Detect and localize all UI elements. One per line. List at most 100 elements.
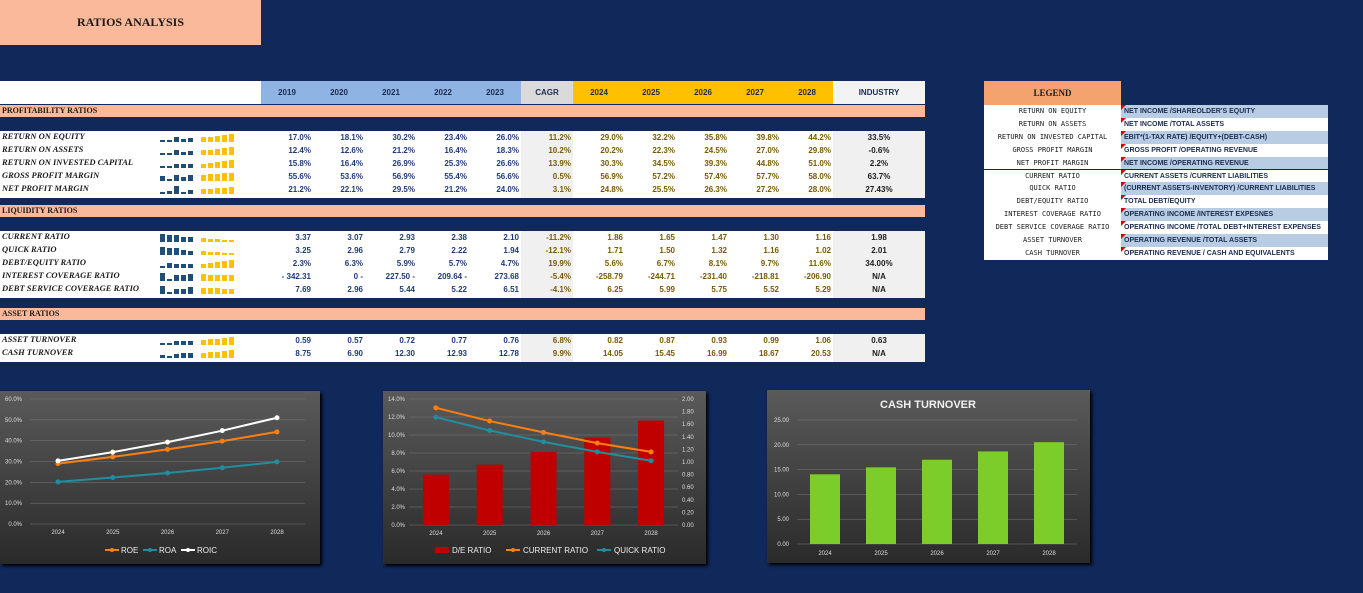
sparkline-bar xyxy=(229,147,234,155)
cell-hist-2019: - 342.31 xyxy=(281,272,311,281)
sparkline-bar xyxy=(201,189,206,194)
cell-proj-2026: 35.8% xyxy=(704,133,727,142)
cell-cagr: -11.2% xyxy=(546,233,571,242)
sparkline xyxy=(160,349,260,358)
cell-industry: N/A xyxy=(872,285,886,294)
sparkline-bar xyxy=(222,188,227,194)
legend-label: CURRENT RATIO xyxy=(523,546,588,555)
y-tick-label: 14.0% xyxy=(388,397,406,403)
sparkline-bar xyxy=(215,339,220,345)
profitability-chart[interactable]: 0.0% 10.0% 20.0% 30.0% 40.0% 50.0% 60.0% 2024 20… xyxy=(0,391,320,564)
sparkline-bar xyxy=(167,292,172,294)
liquidity-chart[interactable]: 0.0% 2.0% 4.0% 6.0% 8.0% 10.0% 12.0% 14.0% 0.00 0… xyxy=(383,391,706,564)
y-tick-label: 15.00 xyxy=(774,468,790,474)
data-point xyxy=(433,414,439,420)
data-point xyxy=(648,458,654,464)
sparkline-bar xyxy=(174,289,179,294)
cell-industry: 27.43% xyxy=(865,185,893,194)
sparkline-bar xyxy=(167,166,172,168)
legend-formula: OPERATING REVENUE /TOTAL ASSETS xyxy=(1121,234,1328,247)
sparkline-bar xyxy=(160,140,165,142)
header-year-2028: 2028 xyxy=(781,81,833,104)
row-label: QUICK RATIO xyxy=(2,244,57,254)
sparkline-bar xyxy=(229,160,234,168)
table-header: 2019 2020 2021 2022 2023 CAGR 2024 2025 2026 2027… xyxy=(0,81,925,104)
sparkline-bar xyxy=(222,351,227,358)
sparkline-bar xyxy=(229,253,234,255)
sparkline-bar xyxy=(188,164,193,168)
section-title: ASSET RATIOS xyxy=(0,308,925,320)
sparkline-bar xyxy=(167,191,172,194)
cell-hist-2021: 26.9% xyxy=(392,159,415,168)
y-tick-label: 10.00 xyxy=(774,492,790,498)
sparkline-bar xyxy=(167,153,172,155)
sparkline-bar xyxy=(167,140,172,142)
table-row: RETURN ON EQUITY 17.0% 18.1% 30.2% 23.4% 26.0… xyxy=(0,131,925,144)
bar-de-ratio xyxy=(638,420,665,525)
cell-hist-2023: 2.10 xyxy=(503,233,519,242)
sparkline-bar xyxy=(215,239,220,242)
sparkline-bar xyxy=(201,251,206,255)
cell-hist-2022: 209.64 - xyxy=(437,272,467,281)
sparkline-bar xyxy=(201,340,206,345)
x-tick-label: 2024 xyxy=(818,551,832,557)
legend-marker xyxy=(602,548,606,552)
sparkline-bar xyxy=(229,134,234,142)
cell-hist-2022: 12.93 xyxy=(446,349,467,358)
sparkline-bar xyxy=(222,289,227,294)
header-year-2026: 2026 xyxy=(677,81,729,104)
legend-key: GROSS PROFIT MARGIN xyxy=(984,143,1121,157)
y-tick-label: 60.0% xyxy=(5,397,23,403)
sparkline-bar xyxy=(160,153,165,155)
legend-formula: (CURRENT ASSETS-INVENTORY) /CURRENT LIAB… xyxy=(1121,182,1328,196)
cell-hist-2022: 2.22 xyxy=(451,246,467,255)
header-year-2020: 2020 xyxy=(313,81,365,104)
sparkline-bar xyxy=(222,161,227,168)
legend-key: RETURN ON ASSETS xyxy=(984,117,1121,131)
cell-proj-2025: 22.3% xyxy=(652,146,675,155)
section-body: ASSET TURNOVER 0.59 0.57 0.72 0.77 0.76 6.8% 0.… xyxy=(0,334,925,362)
cagr-column-bg xyxy=(521,231,573,298)
sparkline-bar xyxy=(208,174,213,181)
cell-hist-2023: 1.94 xyxy=(503,246,519,255)
cell-cagr: 6.8% xyxy=(552,336,571,345)
y2-tick-label: 2.00 xyxy=(682,397,694,403)
legend-formula: CURRENT ASSETS /CURRENT LIABILITIES xyxy=(1121,169,1328,183)
cell-cagr: 11.2% xyxy=(548,133,571,142)
cell-proj-2027: 0.99 xyxy=(763,336,779,345)
cell-industry: 33.5% xyxy=(867,133,891,142)
row-label: RETURN ON ASSETS xyxy=(2,144,84,154)
sparkline-bar xyxy=(167,343,172,345)
x-tick-label: 2026 xyxy=(930,551,944,557)
sparkline-bar xyxy=(201,353,206,358)
cell-hist-2020: 0 - xyxy=(353,272,363,281)
cash-turnover-chart[interactable]: CASH TURNOVER 0.00 5.00 10.00 15.00 20.00 25.0… xyxy=(767,390,1090,563)
row-label: INTEREST COVERAGE RATIO xyxy=(2,270,120,280)
sparkline-bar xyxy=(181,237,186,242)
sparkline-bar xyxy=(208,252,213,255)
cell-proj-2025: 15.45 xyxy=(654,349,675,358)
cell-hist-2020: 3.07 xyxy=(347,233,363,242)
sparkline-bar xyxy=(160,166,165,168)
sparkline-bar xyxy=(181,250,186,255)
sparkline-bar xyxy=(215,188,220,194)
cell-hist-2022: 2.38 xyxy=(451,233,467,242)
cell-proj-2026: 24.5% xyxy=(704,146,727,155)
cell-proj-2028: 51.0% xyxy=(808,159,831,168)
y-tick-label: 10.0% xyxy=(388,433,406,439)
cell-hist-2023: 12.78 xyxy=(498,349,519,358)
sparkline-bar xyxy=(174,186,179,194)
table-row: DEBT/EQUITY RATIO 2.3% 6.3% 5.9% 5.7% 4.7% 19.… xyxy=(0,257,925,270)
data-point xyxy=(55,458,61,464)
cell-industry: 63.7% xyxy=(867,172,891,181)
cell-industry: 2.2% xyxy=(869,159,889,168)
legend-key: NET PROFIT MARGIN xyxy=(984,156,1121,170)
data-point xyxy=(487,418,493,424)
cell-proj-2026: 1.47 xyxy=(711,233,727,242)
y-tick-label: 0.0% xyxy=(8,522,22,528)
legend-row: CURRENT RATIO CURRENT ASSETS /CURRENT LIA… xyxy=(984,169,1328,183)
cell-hist-2022: 23.4% xyxy=(444,133,467,142)
x-tick-label: 2028 xyxy=(270,530,284,536)
cell-hist-2021: 30.2% xyxy=(392,133,415,142)
legend-key: RETURN ON INVESTED CAPITAL xyxy=(984,130,1121,144)
